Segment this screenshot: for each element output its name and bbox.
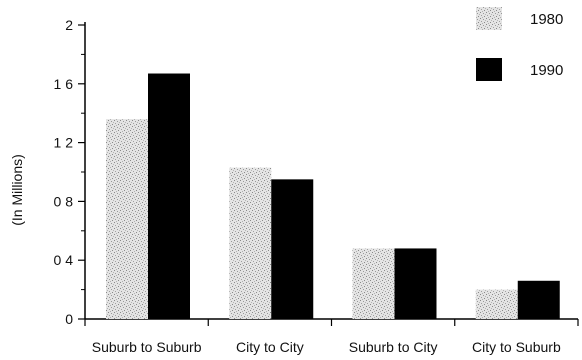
legend-label: 1980	[530, 11, 563, 28]
bars	[106, 73, 560, 319]
y-axis-label: (In Millions)	[9, 154, 25, 226]
x-tick-label: City to City	[236, 339, 304, 355]
bar-1980	[475, 289, 518, 319]
x-tick-label: City to Suburb	[472, 339, 561, 355]
bar-1990	[148, 73, 190, 319]
y-axis: 0 0 4 0 8 1 2 1 6 2	[54, 17, 86, 327]
y-tick-label: 1 2	[54, 135, 74, 151]
legend-swatch	[476, 7, 502, 30]
y-tick-label: 0 8	[54, 193, 74, 209]
bar-1980	[229, 167, 272, 319]
legend-label: 1990	[530, 62, 563, 79]
y-tick-label: 2	[65, 17, 73, 33]
bar-1990	[394, 248, 437, 319]
x-axis: Suburb to Suburb City to City Suburb to Ci…	[84, 318, 579, 355]
legend: 1980 1990	[476, 7, 563, 81]
x-tick-label: Suburb to City	[349, 339, 438, 355]
bar-1990	[517, 280, 560, 319]
bar-1990	[271, 179, 314, 319]
x-tick-label: Suburb to Suburb	[92, 339, 202, 355]
bar-1980	[352, 248, 395, 319]
y-tick-label: 0	[65, 311, 73, 327]
y-tick-label: 1 6	[54, 76, 74, 92]
legend-swatch	[476, 58, 502, 81]
bar-1980	[106, 119, 148, 319]
y-tick-label: 0 4	[54, 252, 74, 268]
